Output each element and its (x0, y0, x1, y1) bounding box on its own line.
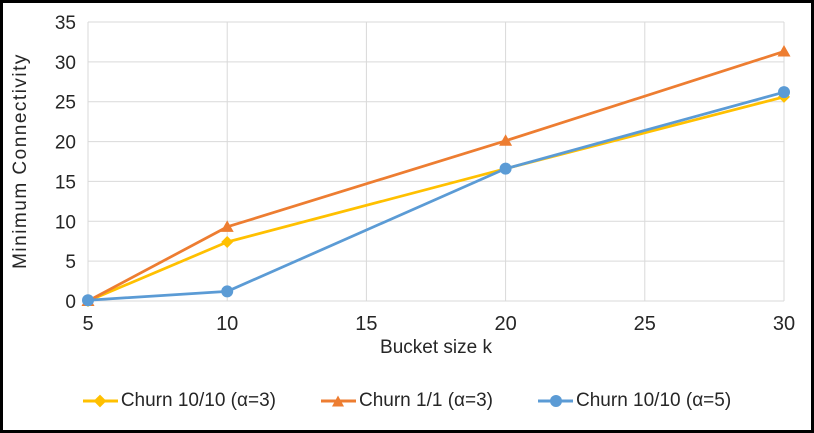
legend-item: Churn 1/1 (α=3) (320, 390, 494, 412)
series-line-1 (86, 50, 786, 303)
data-point-triangle (220, 220, 234, 232)
legend-item: Churn 10/10 (α=3) (82, 390, 276, 412)
y-tick-label: 0 (65, 292, 76, 313)
x-tick-label: 10 (216, 313, 238, 335)
series-line-2 (86, 90, 786, 302)
legend: Churn 10/10 (α=3) Churn 1/1 (α=3) Churn 10… (0, 386, 814, 416)
legend-item-label: Churn 1/1 (α=3) (358, 390, 494, 411)
data-point-triangle (499, 134, 513, 146)
y-tick-label: 25 (55, 93, 76, 114)
x-tick-label: 5 (82, 313, 93, 335)
y-axis-title: Minimum Connectivity (10, 53, 31, 269)
x-tick-label: 25 (634, 313, 656, 335)
series-line-0 (86, 95, 786, 303)
y-tick-label: 5 (65, 252, 76, 273)
legend-item-label: Churn 10/10 (α=5) (576, 390, 732, 411)
y-tick-label: 15 (55, 172, 76, 193)
x-axis-title: Bucket size k (380, 337, 492, 358)
legend-circle-icon (538, 393, 574, 409)
legend-item-label: Churn 10/10 (α=3) (120, 390, 276, 411)
data-point-circle (82, 294, 94, 307)
y-tick-label: 35 (55, 13, 76, 34)
legend-item: Churn 10/10 (α=5) (538, 390, 731, 412)
y-tick-label: 10 (55, 212, 76, 233)
data-point-circle (499, 162, 512, 175)
x-tick-label: 15 (355, 313, 377, 335)
y-tick-label: 20 (55, 133, 76, 154)
x-tick-label: 30 (773, 313, 795, 335)
legend-triangle-icon (320, 393, 356, 409)
data-point-circle (221, 285, 234, 298)
data-point-circle (778, 86, 790, 99)
legend-diamond-icon (82, 393, 118, 409)
y-tick-label: 30 (55, 53, 76, 74)
data-point-triangle (777, 44, 791, 57)
data-point-diamond (221, 236, 234, 249)
x-tick-label: 20 (494, 313, 516, 335)
